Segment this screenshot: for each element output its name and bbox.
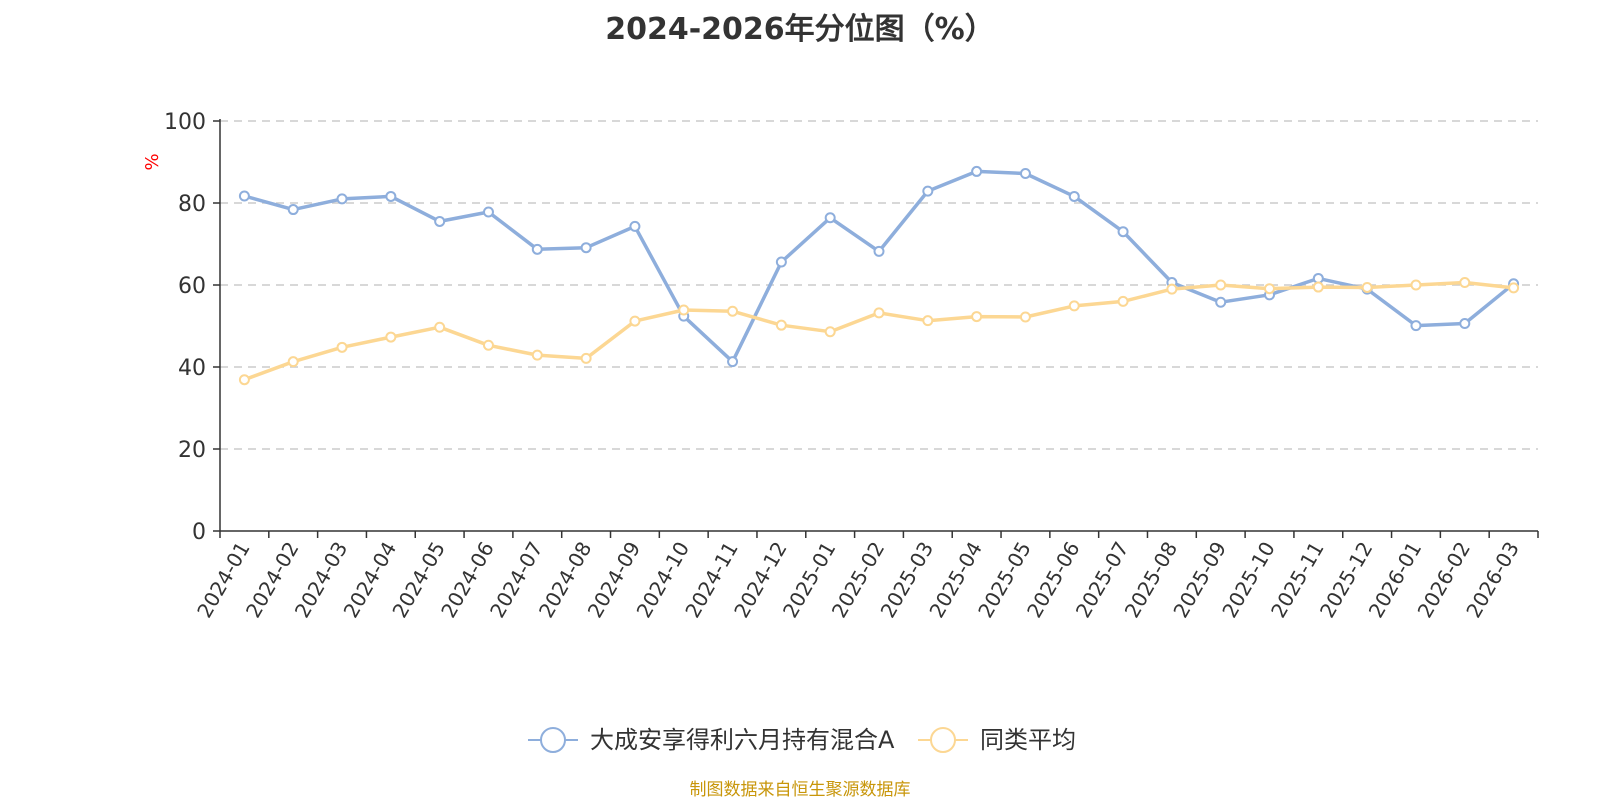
y-tick-label: 80 [178, 192, 206, 217]
data-point [775, 319, 787, 331]
data-point [336, 193, 348, 205]
data-point [385, 331, 397, 343]
legend-marker-icon [930, 727, 956, 753]
data-point [580, 352, 592, 364]
data-point [531, 243, 543, 255]
data-point [824, 326, 836, 338]
data-point [824, 212, 836, 224]
y-tick-label: 40 [178, 356, 206, 381]
data-point [1312, 281, 1324, 293]
data-point [1019, 167, 1031, 179]
data-point [922, 185, 934, 197]
data-point [287, 204, 299, 216]
data-point [971, 165, 983, 177]
legend-marker-icon [540, 727, 566, 753]
data-point [1264, 283, 1276, 295]
data-point [1410, 279, 1422, 291]
data-point [287, 356, 299, 368]
data-point [1508, 282, 1520, 294]
data-point [482, 206, 494, 218]
data-point [1068, 300, 1080, 312]
data-point [873, 307, 885, 319]
legend[interactable]: 大成安享得利六月持有混合A 同类平均 [528, 726, 1076, 754]
data-point [238, 190, 250, 202]
legend-item-1[interactable]: 同类平均 [918, 726, 1076, 754]
data-point [434, 321, 446, 333]
data-point [922, 315, 934, 327]
data-point [971, 311, 983, 323]
data-point [1019, 311, 1031, 323]
series-1 [238, 277, 1520, 386]
axes: 0204060801002024-012024-022024-032024-04… [164, 110, 1539, 622]
data-point [531, 349, 543, 361]
data-point [434, 215, 446, 227]
y-tick-label: 20 [178, 438, 206, 463]
data-point [385, 190, 397, 202]
data-point [678, 304, 690, 316]
legend-item-0[interactable]: 大成安享得利六月持有混合A [528, 726, 895, 754]
series-0 [238, 165, 1520, 368]
data-point [1068, 190, 1080, 202]
data-point [1166, 283, 1178, 295]
data-point [629, 315, 641, 327]
y-tick-label: 100 [164, 110, 206, 135]
data-point [1215, 296, 1227, 308]
legend-label: 大成安享得利六月持有混合A [590, 726, 895, 754]
data-point [580, 242, 592, 254]
series-lines [238, 165, 1520, 386]
series-line [243, 280, 1514, 382]
data-point [1459, 277, 1471, 289]
y-tick-label: 60 [178, 274, 206, 299]
data-point [629, 220, 641, 232]
source-note: 制图数据来自恒生聚源数据库 [689, 780, 911, 800]
y-tick-label: 0 [192, 520, 206, 545]
series-line [243, 169, 1515, 364]
data-point [1361, 281, 1373, 293]
data-point [775, 256, 787, 268]
data-point [1215, 279, 1227, 291]
data-point [1117, 226, 1129, 238]
data-point [238, 374, 250, 386]
data-point [336, 341, 348, 353]
y-axis-label: % [142, 153, 163, 170]
data-point [1410, 320, 1422, 332]
legend-label: 同类平均 [980, 726, 1076, 754]
data-point [727, 305, 739, 317]
data-point [482, 339, 494, 351]
data-point [727, 356, 739, 368]
data-point [1459, 318, 1471, 330]
data-point [873, 245, 885, 257]
chart-title: 2024-2026年分位图（%） [605, 12, 995, 47]
data-point [1117, 295, 1129, 307]
